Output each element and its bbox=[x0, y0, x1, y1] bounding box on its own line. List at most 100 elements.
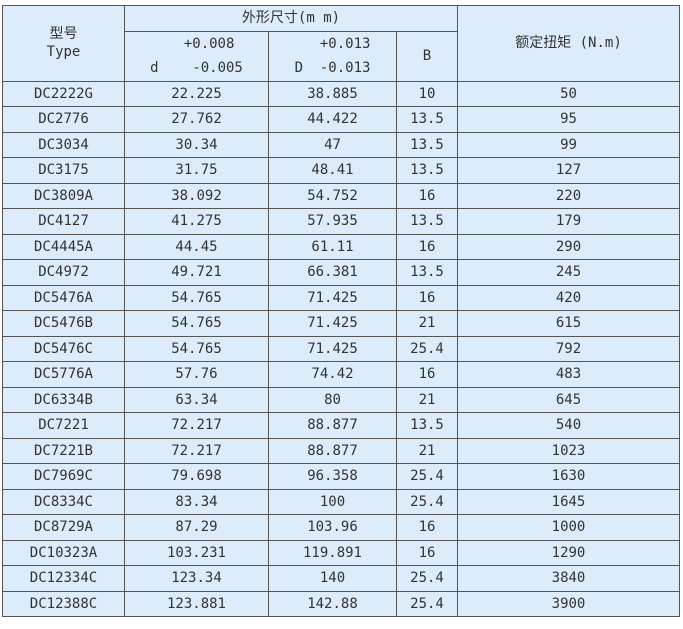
cell-d: 41.275 bbox=[124, 208, 269, 235]
cell-d: 63.34 bbox=[124, 386, 269, 413]
cell-D: 80 bbox=[268, 386, 397, 413]
cell-type: DC12388C bbox=[2, 590, 125, 617]
cell-type: DC2222G bbox=[2, 80, 125, 107]
table-row: DC3034 30.34 47 13.5 99 bbox=[2, 131, 680, 158]
cell-D: 47 bbox=[268, 131, 397, 158]
cell-torque: 220 bbox=[457, 182, 680, 209]
cell-d: 72.217 bbox=[124, 437, 269, 464]
table-row: DC10323A 103.231 119.891 16 1290 bbox=[2, 539, 680, 566]
cell-D: 57.935 bbox=[268, 208, 397, 235]
d-upper: +0.008 bbox=[183, 36, 235, 52]
table-row: DC12334C 123.34 140 25.4 3840 bbox=[2, 565, 680, 592]
cell-type: DC5476B bbox=[2, 310, 125, 337]
cell-D: 103.96 bbox=[268, 514, 397, 541]
cell-D: 88.877 bbox=[268, 412, 397, 439]
cell-type: DC7221B bbox=[2, 437, 125, 464]
cell-D: 142.88 bbox=[268, 590, 397, 617]
cell-type: DC8334C bbox=[2, 488, 125, 515]
table-row: DC4127 41.275 57.935 13.5 179 bbox=[2, 208, 680, 235]
cell-torque: 127 bbox=[457, 157, 680, 184]
cell-torque: 1023 bbox=[457, 437, 680, 464]
cell-b: 13.5 bbox=[396, 106, 458, 133]
cell-d: 30.34 bbox=[124, 131, 269, 158]
cell-d: 123.34 bbox=[124, 565, 269, 592]
cell-type: DC12334C bbox=[2, 565, 125, 592]
cell-d: 44.45 bbox=[124, 233, 269, 260]
table-row: DC8729A 87.29 103.96 16 1000 bbox=[2, 514, 680, 541]
cell-d: 54.765 bbox=[124, 310, 269, 337]
table-row: DC2776 27.762 44.422 13.5 95 bbox=[2, 106, 680, 133]
cell-b: 16 bbox=[396, 539, 458, 566]
cell-b: 16 bbox=[396, 361, 458, 388]
table-row: DC7969C 79.698 96.358 25.4 1630 bbox=[2, 463, 680, 490]
cell-torque: 645 bbox=[457, 386, 680, 413]
cell-D: 100 bbox=[268, 488, 397, 515]
type-header: 型号 Type bbox=[2, 5, 125, 82]
cell-torque: 540 bbox=[457, 412, 680, 439]
cell-type: DC2776 bbox=[2, 106, 125, 133]
b-header: B bbox=[396, 30, 458, 82]
cell-b: 13.5 bbox=[396, 157, 458, 184]
cell-d: 103.231 bbox=[124, 539, 269, 566]
cell-type: DC10323A bbox=[2, 539, 125, 566]
table-row: DC5476A 54.765 71.425 16 420 bbox=[2, 284, 680, 311]
cell-b: 16 bbox=[396, 514, 458, 541]
cell-torque: 1290 bbox=[457, 539, 680, 566]
cell-type: DC4972 bbox=[2, 259, 125, 286]
cell-b: 25.4 bbox=[396, 488, 458, 515]
cell-d: 87.29 bbox=[124, 514, 269, 541]
cell-d: 123.881 bbox=[124, 590, 269, 617]
D-header: +0.013 D -0.013 bbox=[268, 30, 397, 82]
cell-D: 140 bbox=[268, 565, 397, 592]
d-header: +0.008 d -0.005 bbox=[124, 30, 269, 82]
cell-d: 27.762 bbox=[124, 106, 269, 133]
cell-D: 66.381 bbox=[268, 259, 397, 286]
cell-type: DC4127 bbox=[2, 208, 125, 235]
cell-torque: 615 bbox=[457, 310, 680, 337]
cell-D: 71.425 bbox=[268, 310, 397, 337]
cell-b: 21 bbox=[396, 310, 458, 337]
table-row: DC4972 49.721 66.381 13.5 245 bbox=[2, 259, 680, 286]
cell-b: 13.5 bbox=[396, 208, 458, 235]
spec-table: 型号 Type 外形尺寸(m m) 额定扭矩 (N.m) +0.008 d -0… bbox=[2, 5, 680, 617]
cell-b: 13.5 bbox=[396, 259, 458, 286]
cell-torque: 1000 bbox=[457, 514, 680, 541]
cell-b: 25.4 bbox=[396, 463, 458, 490]
cell-b: 16 bbox=[396, 284, 458, 311]
table-row: DC5776A 57.76 74.42 16 483 bbox=[2, 361, 680, 388]
D-upper: +0.013 bbox=[319, 36, 371, 52]
cell-type: DC4445A bbox=[2, 233, 125, 260]
table-row: DC7221B 72.217 88.877 21 1023 bbox=[2, 437, 680, 464]
cell-torque: 99 bbox=[457, 131, 680, 158]
cell-b: 25.4 bbox=[396, 590, 458, 617]
cell-b: 21 bbox=[396, 437, 458, 464]
table-row: DC5476C 54.765 71.425 25.4 792 bbox=[2, 335, 680, 362]
cell-b: 21 bbox=[396, 386, 458, 413]
table-row: DC6334B 63.34 80 21 645 bbox=[2, 386, 680, 413]
cell-torque: 3840 bbox=[457, 565, 680, 592]
cell-torque: 3900 bbox=[457, 590, 680, 617]
dims-header: 外形尺寸(m m) bbox=[124, 5, 458, 32]
cell-D: 54.752 bbox=[268, 182, 397, 209]
type-header-en: Type bbox=[46, 44, 81, 61]
table-row: DC7221 72.217 88.877 13.5 540 bbox=[2, 412, 680, 439]
cell-torque: 1630 bbox=[457, 463, 680, 490]
cell-D: 74.42 bbox=[268, 361, 397, 388]
cell-type: DC3809A bbox=[2, 182, 125, 209]
torque-header: 额定扭矩 (N.m) bbox=[457, 5, 680, 82]
cell-D: 88.877 bbox=[268, 437, 397, 464]
cell-d: 31.75 bbox=[124, 157, 269, 184]
cell-b: 25.4 bbox=[396, 565, 458, 592]
table-row: DC5476B 54.765 71.425 21 615 bbox=[2, 310, 680, 337]
cell-type: DC7221 bbox=[2, 412, 125, 439]
cell-type: DC5476C bbox=[2, 335, 125, 362]
cell-torque: 290 bbox=[457, 233, 680, 260]
cell-b: 16 bbox=[396, 233, 458, 260]
cell-d: 57.76 bbox=[124, 361, 269, 388]
D-lower: -0.013 bbox=[319, 60, 371, 76]
table-row: DC12388C 123.881 142.88 25.4 3900 bbox=[2, 590, 680, 617]
cell-D: 96.358 bbox=[268, 463, 397, 490]
cell-d: 38.092 bbox=[124, 182, 269, 209]
header-row-2: +0.008 d -0.005 +0.013 D -0.013 B bbox=[3, 30, 680, 82]
D-label: D bbox=[294, 60, 303, 76]
